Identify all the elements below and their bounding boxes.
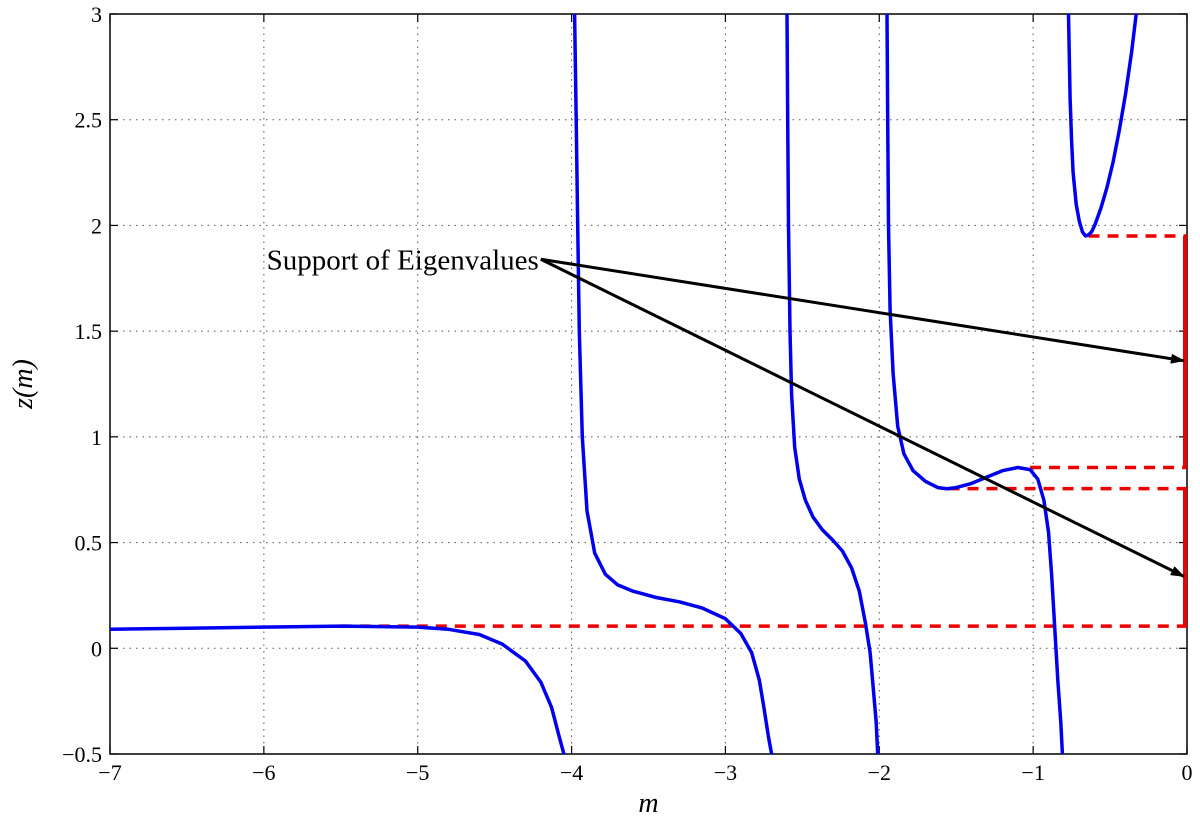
x-tick-label: −2	[868, 760, 891, 785]
y-tick-label: 0	[91, 636, 102, 661]
x-tick-label: −7	[98, 760, 121, 785]
y-tick-label: 1.5	[75, 319, 103, 344]
y-tick-label: −0.5	[62, 742, 102, 767]
x-tick-labels: −7 −6 −5 −4 −3 −2 −1 0	[98, 760, 1192, 785]
curve-branch	[885, 14, 1065, 754]
x-axis-label: m	[638, 788, 658, 817]
annotation: Support of Eigenvalues	[267, 244, 1185, 578]
curve-branch	[1066, 14, 1138, 238]
annotation-arrow	[540, 257, 1185, 364]
z-curve	[110, 14, 1138, 754]
curve-branch	[785, 14, 880, 754]
x-tick-label: 0	[1182, 760, 1193, 785]
annotation-arrow	[540, 257, 1185, 578]
x-tick-label: −5	[406, 760, 429, 785]
support-lines	[340, 234, 1187, 628]
y-tick-label: 2	[91, 213, 102, 238]
y-tick-label: 1	[91, 425, 102, 450]
grid	[110, 14, 1187, 754]
y-tick-label: 3	[91, 2, 102, 27]
y-tick-label: 2.5	[75, 108, 103, 133]
curve-branch	[110, 624, 566, 754]
y-tick-labels: −0.5 0 0.5 1 1.5 2 2.5 3	[62, 2, 102, 767]
curve-branch	[572, 14, 774, 754]
x-tick-label: −4	[560, 760, 583, 785]
annotation-text: Support of Eigenvalues	[267, 244, 539, 276]
y-axis-label: z(m)	[8, 359, 39, 410]
axis-ticks	[109, 13, 1188, 755]
x-tick-label: −3	[714, 760, 737, 785]
x-tick-label: −6	[252, 760, 275, 785]
x-tick-label: −1	[1021, 760, 1044, 785]
plot-frame	[109, 13, 1188, 755]
y-tick-label: 0.5	[75, 531, 103, 556]
